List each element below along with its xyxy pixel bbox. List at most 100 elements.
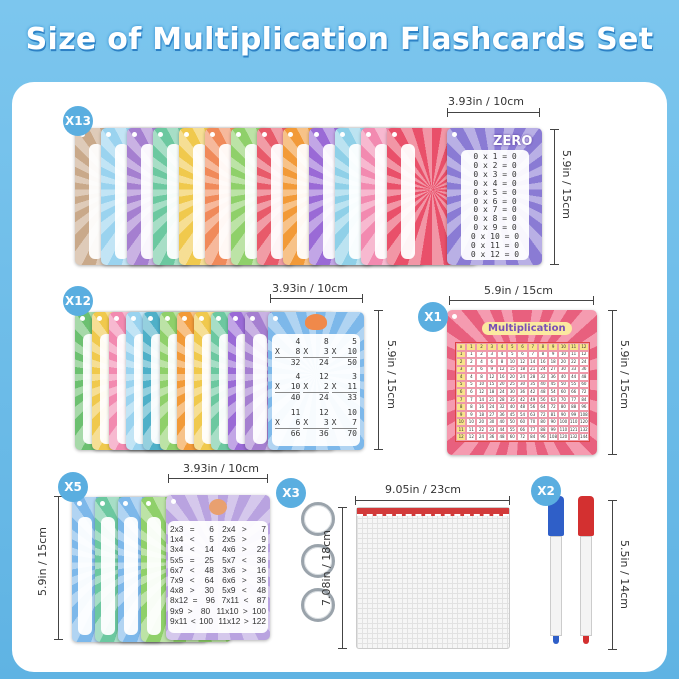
comparison-cell: < [189,575,195,586]
grid-cell: 24 [578,358,589,366]
grid-cell: 9 [486,365,497,374]
comparison-row: 7x9 <64 6x6 >35 [170,575,266,585]
x3-badge: X3 [276,478,306,508]
grid-cell: 21 [527,365,538,374]
grid-header: 8 [537,343,549,351]
grid-cell: 10 [476,380,487,389]
grid-cell: 18 [486,388,497,396]
grid-cell: 42 [517,395,528,404]
grid-cell: 33 [568,365,579,374]
x5-width-label: 3.93in / 10cm [183,462,259,475]
x12-badge: X12 [63,286,93,316]
comparison-cell: < [241,554,247,565]
grid-cell: 96 [537,433,549,441]
cat-icon [305,314,327,330]
grid-cell: 27 [486,410,497,419]
comparison-cell: 11x10 [216,605,239,616]
grid-cell: 56 [537,395,549,404]
comparison-cell: 22 [256,544,266,555]
times-sign: X [275,347,280,356]
grid-cell: 120 [578,418,589,426]
x13-height-line [550,129,559,265]
comparison-cell: > [242,605,248,616]
grid-cell: 96 [578,403,589,411]
grid-cell: 8 [466,403,477,411]
grid-cell: 77 [568,395,579,404]
grid-cell: 20 [507,373,518,381]
grid-cell: 24 [486,403,497,411]
comparison-row: 5x5 = 25 5x7 <36 [170,555,266,565]
comparison-row: 3x4 <14 4x6 >22 [170,544,266,554]
problem-flashcard: 4 X 8 32 8 X 3 24 5 X 10 50 4 X 10 40 12 X 2 24 3 X 11 33 11 X 6 66… [268,312,364,450]
grid-cell: 54 [517,410,528,419]
grid-cell: 50 [558,380,569,389]
comparison-cell: = [189,524,195,534]
comparison-cell: 3x4 [170,544,184,555]
comparison-cell: 5x7 [222,554,236,565]
grid-cell: 22 [568,358,579,366]
grid-cell: 48 [578,373,589,381]
card-hole [233,316,238,321]
comparison-cell: 5 [209,534,214,545]
grid-cell: 66 [568,388,579,396]
x1-width-line [449,296,594,305]
mesh-pouch [356,507,510,649]
comparison-cell: < [189,564,195,575]
grid-cell: 20 [476,418,487,426]
problem: 11 X 6 66 [275,408,301,443]
card-face [193,144,207,259]
comparison-cell: 80 [200,605,211,616]
grid-cell: 72 [517,433,528,441]
grid-cell: 8 [476,373,487,381]
card-hole [100,501,105,506]
marker-icon [548,496,564,646]
times-sign: X [331,417,337,427]
grid-header: 10 [456,418,467,426]
equation-row: 0 x 12 = 0 [470,249,520,259]
card-hole [366,132,371,137]
grid-cell: 12 [476,388,487,396]
operand-top: 10 [347,407,357,417]
grid-cell: 5 [507,350,518,359]
operand-bottom: 2 [323,382,329,392]
answer: 40 [290,393,301,403]
grid-cell: 63 [527,410,538,419]
grid-cell: 40 [558,373,569,381]
grid-cell: 30 [507,388,518,396]
operand-bottom-row: X 10 [275,382,301,394]
grid-cell: 12 [466,433,477,441]
grid-cell: 84 [578,395,589,404]
comparison-cell: 122 [252,615,266,626]
comparison-cell: > [187,605,193,616]
marker-icon [578,496,594,646]
grid-cell: 9 [548,350,559,359]
operand-bottom-row: X 11 [331,382,357,394]
grid-header: 3 [456,365,467,374]
grid-header: 8 [456,403,467,411]
operand-bottom: 3 [323,347,329,356]
comparison-cell: 2x3 [170,524,184,534]
grid-cell: 16 [476,403,487,411]
grid-cell: 40 [507,403,518,411]
marker-body [580,536,592,636]
card-hole [392,132,397,137]
operand-bottom: 6 [295,417,301,427]
grid-cell: 99 [548,425,559,434]
pouch-zipper [357,508,509,516]
comparison-row: 1x4 <5 2x5 >9 [170,534,266,544]
grid-cell: 33 [486,425,497,434]
comparison-cell: > [189,585,195,596]
card-hole [146,501,151,506]
grid-cell: 132 [578,425,589,434]
grid-cell: 10 [466,418,477,426]
card-face [167,144,181,259]
card-hole [132,132,137,137]
comparison-cell: 14 [204,544,214,555]
card-face [323,144,337,259]
problem: 8 X 3 24 [303,337,329,372]
card-hole [288,132,293,137]
grid-cell: 7 [527,350,538,359]
marker-cap [578,496,594,536]
